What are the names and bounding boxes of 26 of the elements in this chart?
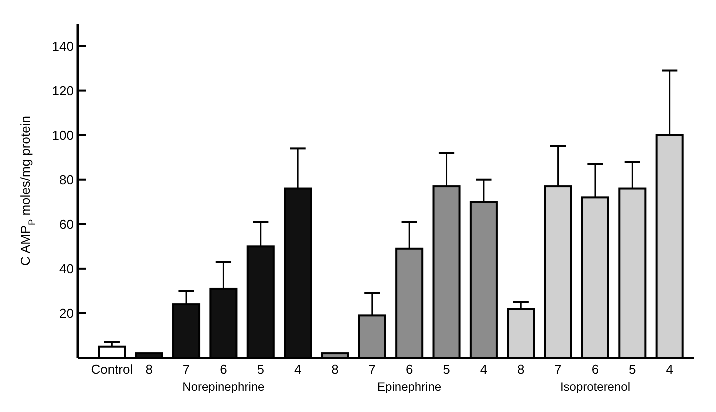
y-tick-label: 100 (52, 128, 74, 143)
x-tick-label: 4 (480, 362, 488, 377)
series-label: Epinephrine (378, 380, 442, 394)
x-tick-label: Control (91, 362, 134, 377)
x-tick-label: 7 (368, 362, 376, 377)
y-tick-label: 60 (60, 216, 74, 232)
x-tick-label: 6 (220, 362, 228, 377)
y-tick-label: 140 (52, 38, 74, 54)
x-tick-label: 4 (666, 362, 674, 377)
x-tick-label: 6 (406, 362, 414, 377)
x-tick-label: 7 (182, 362, 190, 377)
y-tick-label: 120 (52, 83, 74, 98)
x-tick-label: 5 (629, 362, 636, 377)
x-tick-label: 6 (592, 362, 600, 377)
x-tick-label: 8 (146, 362, 153, 377)
x-tick-label: 5 (257, 362, 264, 377)
x-tick-label: 8 (518, 362, 525, 377)
x-tick-label: 5 (443, 362, 450, 377)
series-label: Norepinephrine (182, 380, 266, 394)
x-tick-label: 4 (294, 362, 302, 377)
x-tick-label: 7 (554, 362, 562, 377)
series-label: Isoproterenol (560, 380, 630, 394)
y-tick-label: 40 (60, 261, 74, 276)
y-tick-label: 20 (60, 306, 74, 322)
y-tick-label: 80 (60, 172, 74, 188)
x-tick-label: 8 (332, 362, 339, 377)
